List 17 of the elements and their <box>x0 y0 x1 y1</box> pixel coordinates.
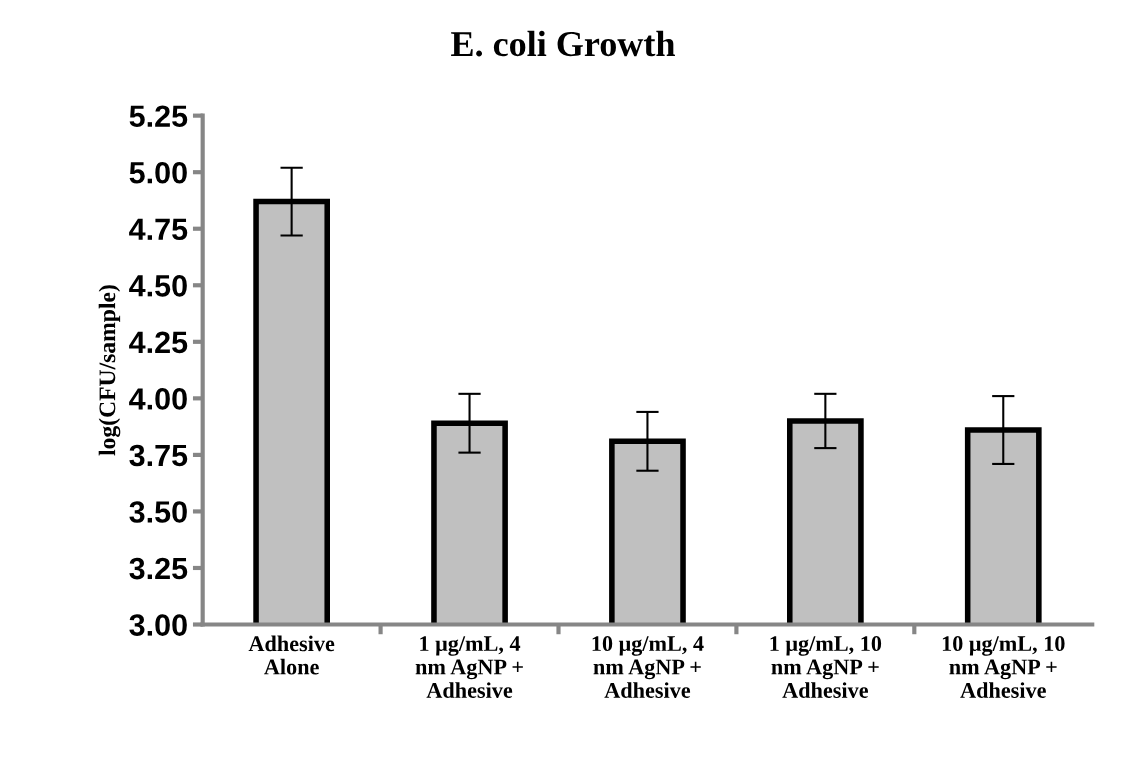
x-tick-label: 1 μg/mL, 4 nm AgNP + Adhesive <box>415 636 523 698</box>
y-tick-label: 4.00 <box>129 388 187 410</box>
y-axis-title: log(CFU/sample) <box>98 285 121 456</box>
y-tick-label: 4.25 <box>129 331 188 354</box>
y-tick-label: 4.50 <box>129 275 187 297</box>
y-tick-label: 3.25 <box>129 557 188 580</box>
y-tick-label: 5.25 <box>129 105 188 128</box>
y-tick-label: 3.00 <box>129 614 187 636</box>
x-tick-label: 1 μg/mL, 10 nm AgNP + Adhesive <box>770 636 882 698</box>
x-tick-label: 10 μg/mL, 4 nm AgNP + Adhesive <box>592 636 704 698</box>
chart-title: E. coli Growth <box>451 30 675 57</box>
y-tick-label: 4.75 <box>129 218 188 241</box>
x-tick-label: 10 μg/mL, 10 nm AgNP + Adhesive <box>942 636 1065 698</box>
y-tick-label: 5.00 <box>129 161 187 184</box>
x-tick-label: Adhesive Alone <box>248 635 335 675</box>
y-tick-label: 3.50 <box>129 501 187 523</box>
y-tick-label: 3.75 <box>129 444 188 467</box>
